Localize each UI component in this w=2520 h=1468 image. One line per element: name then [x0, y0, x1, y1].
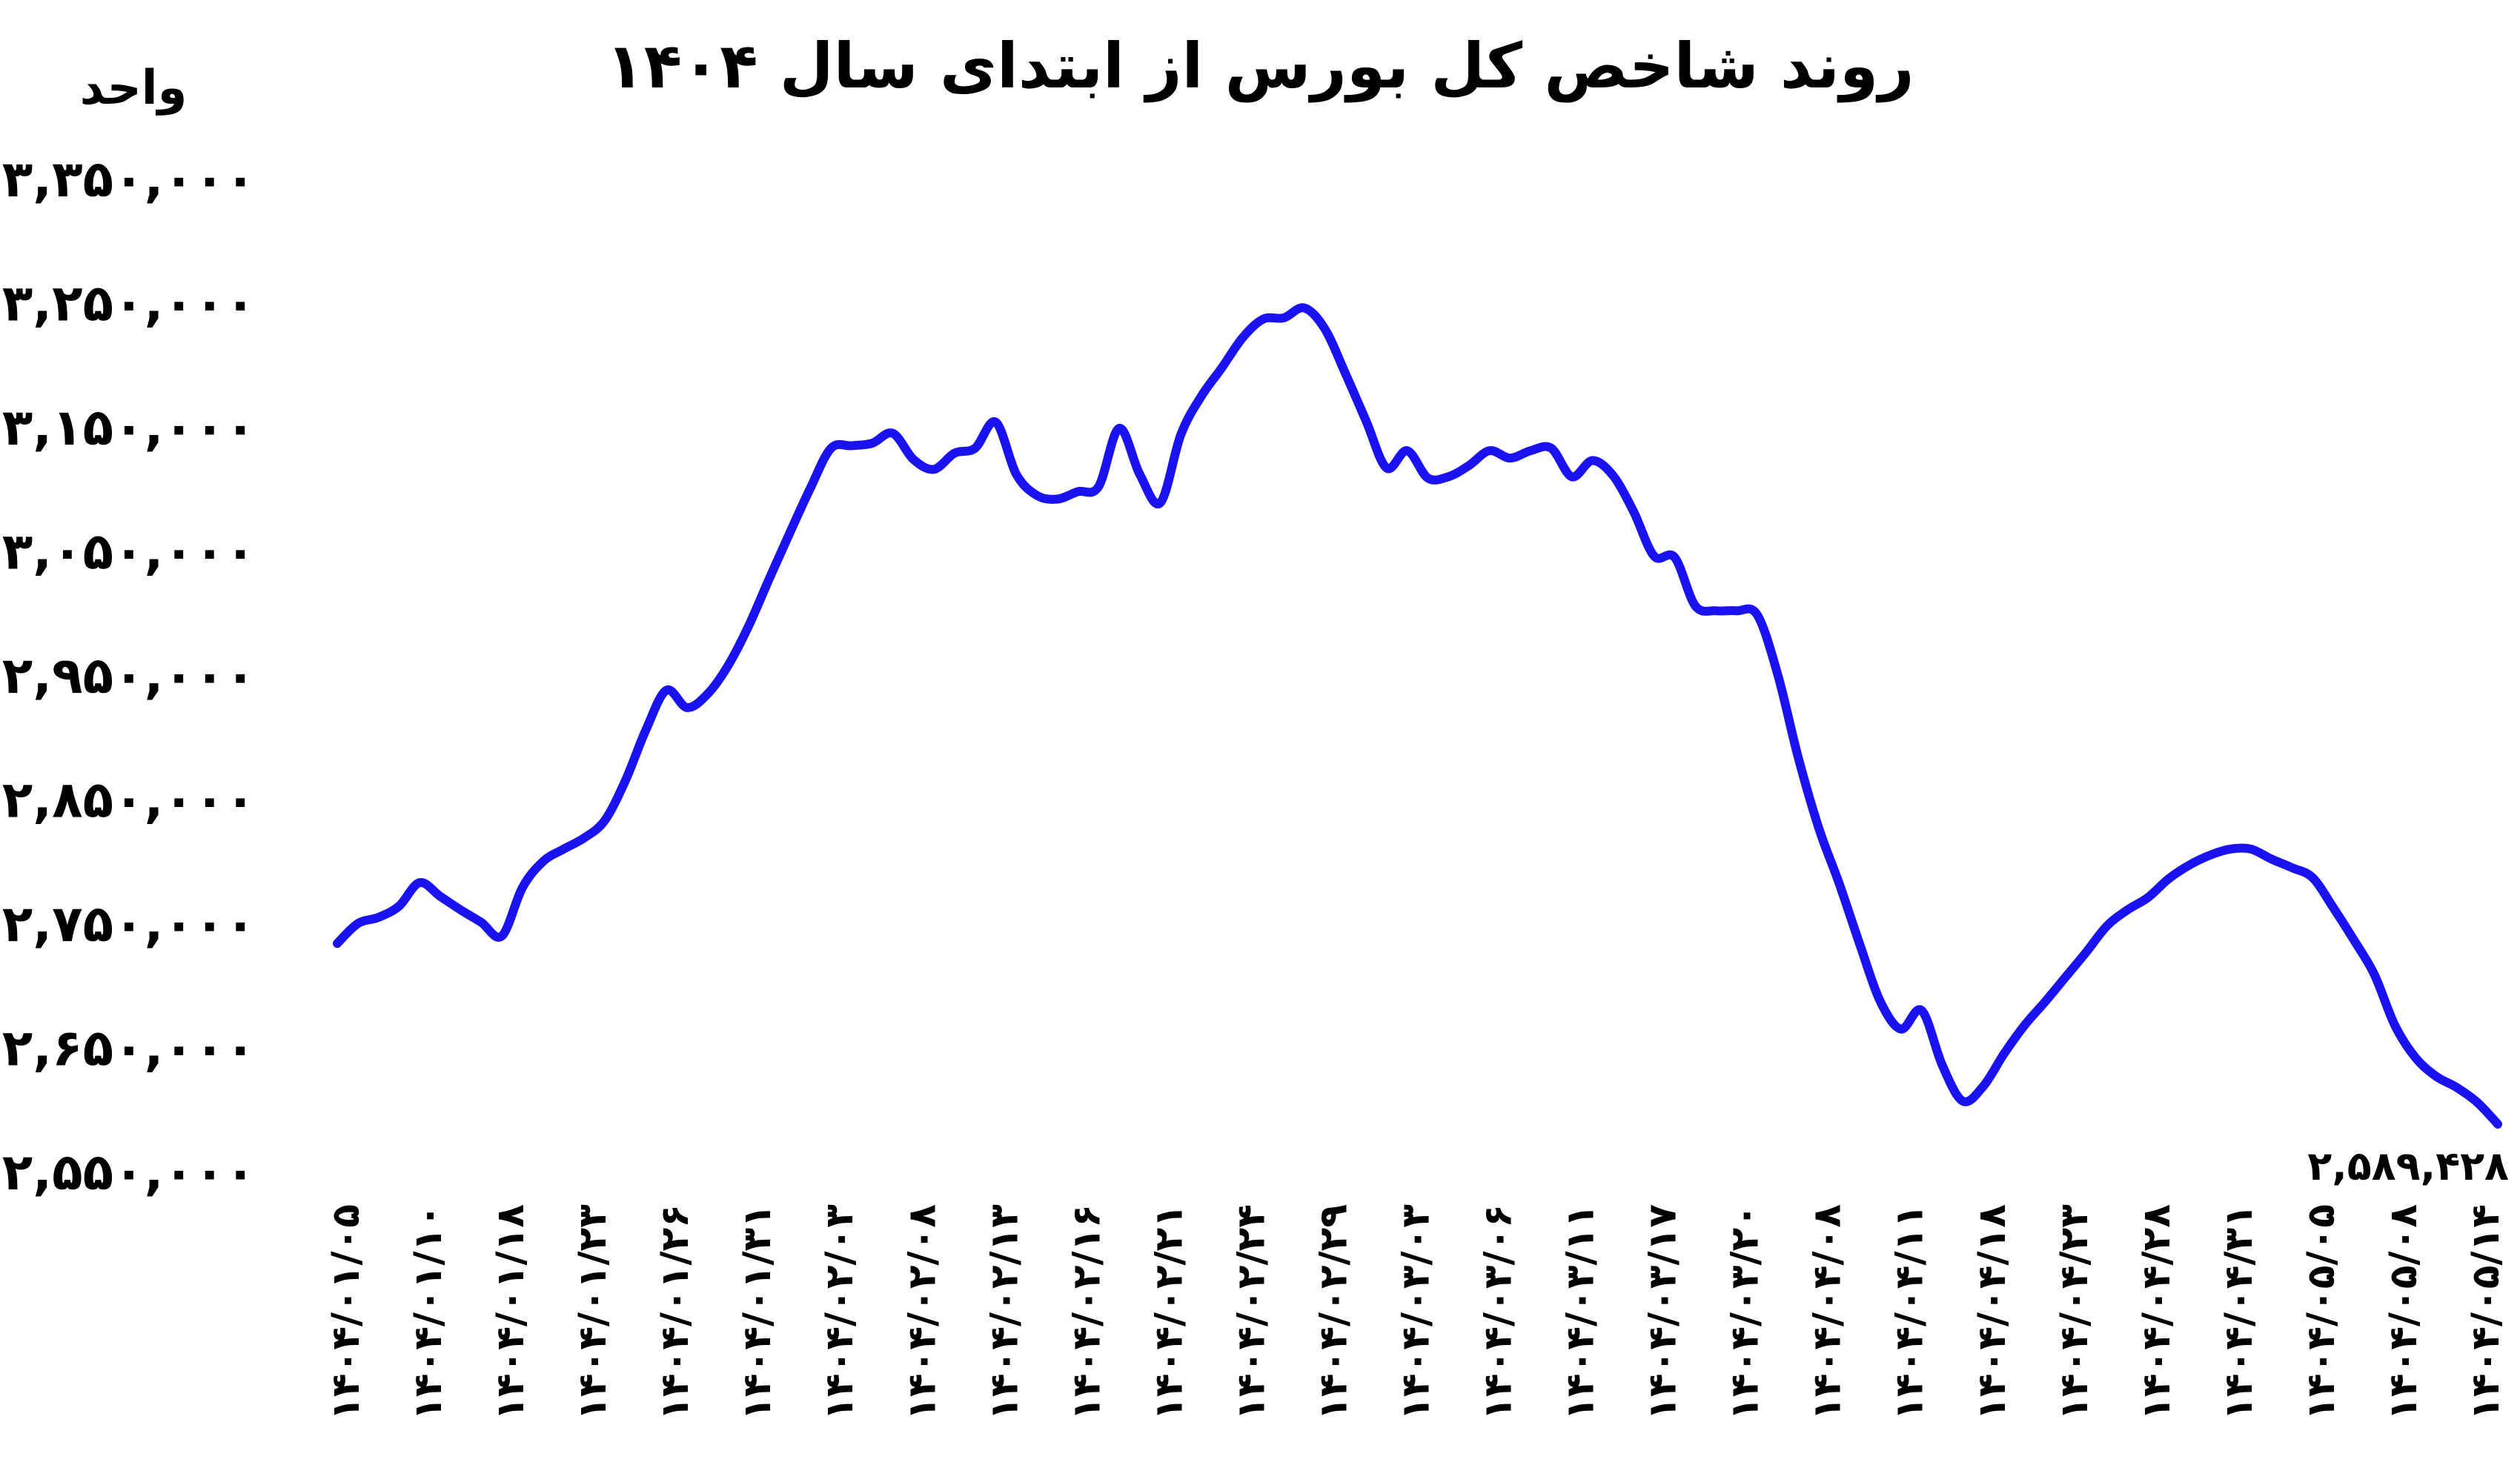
x-tick-label: ۱۴۰۴/۰۳/۱۷ — [1641, 1204, 1685, 1421]
x-tick-label: ۱۴۰۴/۰۱/۳۱ — [735, 1204, 780, 1421]
x-axis-ticks: ۱۴۰۴/۰۱/۰۵ ۱۴۰۴/۰۱/۱۰ ۱۴۰۴/۰۱/۱۸ ۱۴۰۴/۰۱/۲۳… — [324, 1204, 2508, 1421]
x-tick-label: ۱۴۰۴/۰۱/۱۸ — [488, 1204, 533, 1421]
x-tick-label: ۱۴۰۴/۰۱/۱۰ — [406, 1204, 451, 1421]
x-tick-label: ۱۴۰۴/۰۲/۱۶ — [1064, 1204, 1109, 1421]
last-value-label: ۲,۵۸۹,۴۲۸ — [2307, 1143, 2509, 1189]
x-tick-label: ۱۴۰۴/۰۳/۱۱ — [1559, 1204, 1603, 1421]
x-tick-label: ۱۴۰۴/۰۲/۰۳ — [818, 1204, 862, 1421]
x-tick-label: ۱۴۰۴/۰۵/۰۸ — [2381, 1204, 2426, 1421]
x-tick-label: ۱۴۰۴/۰۵/۱۴ — [2464, 1204, 2508, 1421]
x-tick-label: ۱۴۰۴/۰۱/۰۵ — [324, 1204, 368, 1421]
x-tick-label: ۱۴۰۴/۰۴/۱۱ — [1888, 1204, 1932, 1421]
x-tick-label: ۱۴۰۴/۰۴/۱۸ — [1970, 1204, 2015, 1421]
y-tick-label: ۳,۱۵۰,۰۰۰ — [2, 399, 256, 457]
x-tick-label: ۱۴۰۴/۰۴/۳۱ — [2217, 1204, 2261, 1421]
index-series-line — [333, 303, 2502, 1129]
x-tick-label: ۱۴۰۴/۰۵/۰۵ — [2299, 1204, 2344, 1421]
x-tick-label: ۱۴۰۴/۰۳/۰۶ — [1476, 1204, 1521, 1421]
y-tick-label: ۲,۶۵۰,۰۰۰ — [2, 1020, 256, 1078]
y-tick-label: ۳,۳۵۰,۰۰۰ — [2, 150, 256, 209]
y-tick-label: ۳,۲۵۰,۰۰۰ — [2, 275, 256, 333]
x-tick-label: ۱۴۰۴/۰۳/۰۳ — [1394, 1204, 1439, 1421]
series-layer — [333, 303, 2502, 1129]
x-tick-label: ۱۴۰۴/۰۲/۲۴ — [1229, 1204, 1273, 1421]
x-tick-label: ۱۴۰۴/۰۲/۰۸ — [900, 1204, 944, 1421]
y-tick-label: ۲,۷۵۰,۰۰۰ — [2, 895, 256, 954]
x-tick-label: ۱۴۰۴/۰۲/۲۹ — [1311, 1204, 1356, 1421]
x-tick-label: ۱۴۰۴/۰۲/۲۱ — [1147, 1204, 1191, 1421]
y-tick-label: ۲,۹۵۰,۰۰۰ — [2, 647, 256, 705]
x-tick-label: ۱۴۰۴/۰۴/۲۸ — [2135, 1204, 2179, 1421]
x-tick-label: ۱۴۰۴/۰۴/۰۸ — [1806, 1204, 1850, 1421]
y-tick-label: ۲,۵۵۰,۰۰۰ — [2, 1143, 256, 1202]
y-axis-unit-label: واحد — [80, 61, 188, 116]
x-tick-label: ۱۴۰۴/۰۱/۲۳ — [571, 1204, 615, 1421]
y-axis-ticks: ۲,۵۵۰,۰۰۰ ۲,۶۵۰,۰۰۰ ۲,۷۵۰,۰۰۰ ۲,۸۵۰,۰۰۰ ۲,۹۵… — [2, 150, 256, 1202]
y-tick-label: ۳,۰۵۰,۰۰۰ — [2, 523, 256, 582]
y-tick-label: ۲,۸۵۰,۰۰۰ — [2, 771, 256, 830]
x-tick-label: ۱۴۰۴/۰۳/۲۰ — [1723, 1204, 1768, 1421]
x-tick-label: ۱۴۰۴/۰۱/۲۶ — [653, 1204, 697, 1421]
chart-title: روند شاخص کل بورس از ابتدای سال ۱۴۰۴ — [606, 30, 1914, 103]
x-tick-label: ۱۴۰۴/۰۲/۱۳ — [982, 1204, 1027, 1421]
x-tick-label: ۱۴۰۴/۰۴/۲۳ — [2052, 1204, 2097, 1421]
